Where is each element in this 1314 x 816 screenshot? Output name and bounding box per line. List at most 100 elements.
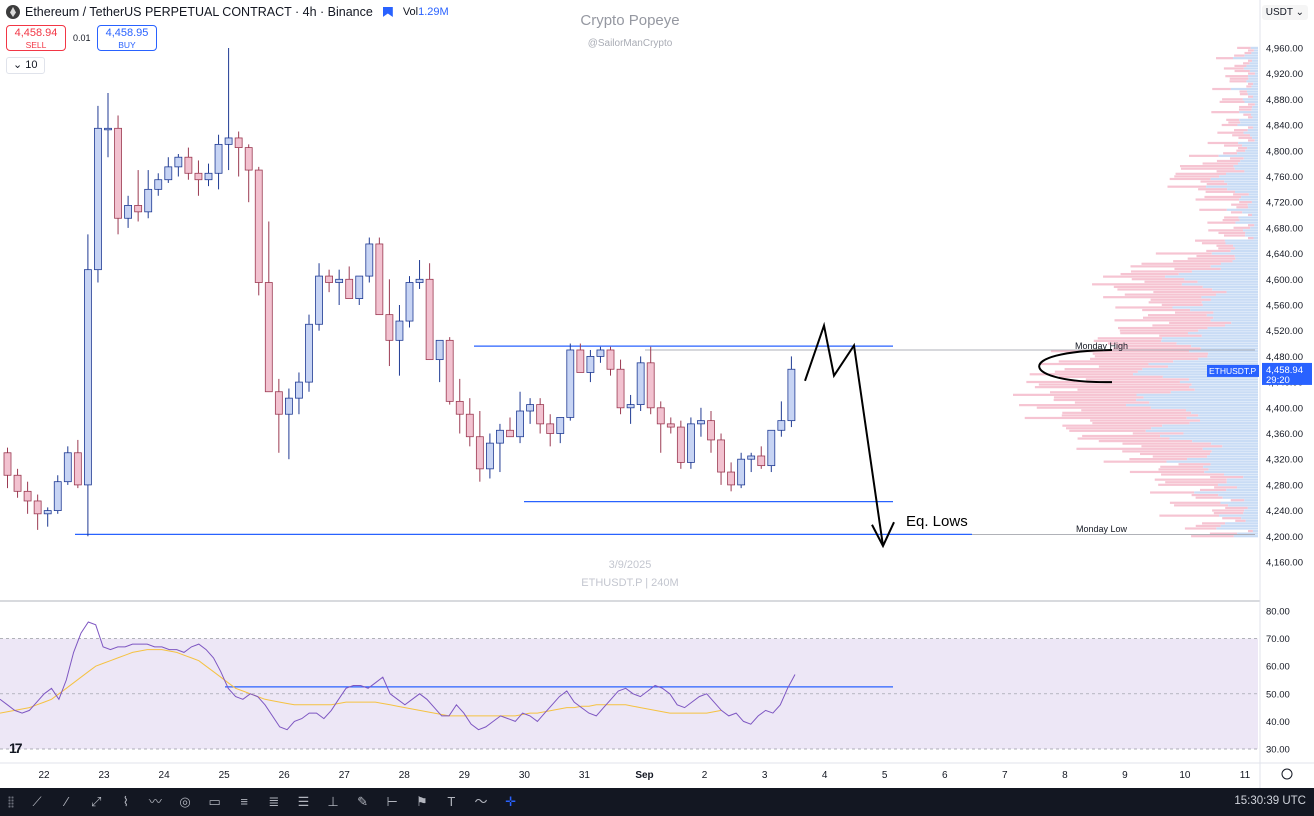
volume-profile-bar bbox=[1248, 75, 1258, 78]
volume-profile-bar bbox=[1122, 442, 1212, 445]
volume-profile-bar bbox=[1202, 162, 1238, 165]
volume-profile-bar bbox=[1248, 193, 1258, 196]
price-tick-label: 4,720.00 bbox=[1266, 198, 1303, 209]
time-tick-label: 3 bbox=[762, 770, 768, 781]
volume-profile-bar bbox=[1054, 370, 1138, 373]
volume-profile-bar bbox=[1233, 535, 1258, 538]
horizontal-levels[interactable] bbox=[75, 345, 1255, 536]
candle-body bbox=[33, 500, 42, 515]
brush-icon[interactable]: 〜 bbox=[474, 794, 488, 809]
volume-profile-bar bbox=[1254, 103, 1258, 106]
time-tick-label: 31 bbox=[579, 770, 591, 781]
time-tick-label: 8 bbox=[1062, 770, 1068, 781]
time-tick-label: 10 bbox=[1179, 770, 1191, 781]
volume-profile-bar bbox=[1173, 260, 1233, 263]
volume-profile-bar bbox=[1222, 98, 1243, 101]
volume-profile-bar bbox=[1076, 447, 1203, 450]
volume-profile-bar bbox=[1090, 419, 1201, 422]
volume-profile-bar bbox=[1226, 118, 1240, 121]
rsi-line bbox=[0, 621, 796, 731]
time-tick-label: 25 bbox=[219, 770, 231, 781]
volume-profile-bar bbox=[1228, 121, 1241, 124]
volume-profile-bar bbox=[1254, 224, 1258, 227]
volume-profile-bar bbox=[1238, 216, 1258, 219]
volume-profile-bar bbox=[1153, 290, 1227, 294]
volume-profile-bar bbox=[1209, 532, 1238, 535]
volume-profile-bar bbox=[1205, 190, 1235, 193]
volume-profile-bar bbox=[1218, 247, 1235, 250]
volume-profile-bar bbox=[1179, 165, 1234, 168]
path-icon[interactable]: ⌇ bbox=[122, 794, 129, 809]
candle-body bbox=[616, 368, 625, 409]
candle-body bbox=[124, 205, 132, 219]
volume-profile-bar bbox=[1181, 283, 1258, 286]
volume-profile-bar bbox=[1161, 303, 1203, 306]
volume-profile-bar bbox=[1058, 375, 1163, 378]
interval-selector[interactable]: ⌄ 10 bbox=[6, 57, 45, 74]
symbol-title[interactable]: Ethereum / TetherUS PERPETUAL CONTRACT ·… bbox=[25, 5, 373, 19]
volume-profile-bar bbox=[1200, 347, 1258, 350]
time-tick-label: 23 bbox=[98, 770, 110, 781]
volume-profile-bar bbox=[1216, 527, 1258, 530]
volume-profile-bar bbox=[1219, 514, 1258, 517]
time-tick-label: 11 bbox=[1240, 770, 1251, 781]
volume-profile-bar bbox=[1225, 75, 1249, 78]
candle-body bbox=[234, 137, 243, 148]
circle-icon[interactable]: ◎ bbox=[179, 794, 191, 809]
candle-body bbox=[63, 452, 72, 483]
symbol-header[interactable]: Ethereum / TetherUS PERPETUAL CONTRACT ·… bbox=[6, 5, 449, 19]
time-tick-label: 6 bbox=[942, 770, 948, 781]
range-icon[interactable]: ⊢ bbox=[386, 794, 398, 809]
price-tick-label: 4,160.00 bbox=[1266, 558, 1303, 569]
trend-icon[interactable]: ⁄ bbox=[65, 794, 68, 809]
ray-icon[interactable]: ⤢ bbox=[90, 794, 102, 809]
candle-body bbox=[355, 275, 364, 299]
volume-profile-bar bbox=[1239, 105, 1253, 109]
volume-profile-bar bbox=[1248, 77, 1258, 80]
crosshair-icon[interactable]: ✛ bbox=[505, 794, 517, 809]
volume-profile-bar bbox=[1165, 481, 1227, 484]
currency-selector[interactable]: USDT ⌄ bbox=[1261, 5, 1308, 20]
volume-profile-bar bbox=[1232, 134, 1250, 137]
eq-lows-label: Eq. Lows bbox=[906, 513, 968, 530]
volume-profile-bar bbox=[1162, 337, 1258, 340]
volume-profile-bar bbox=[1208, 468, 1258, 471]
zigzag-icon[interactable]: 〰 bbox=[148, 794, 162, 809]
fib-icon[interactable]: ≡ bbox=[240, 794, 248, 809]
flag-icon[interactable]: ⚑ bbox=[415, 794, 428, 809]
volume-profile-bar bbox=[1249, 69, 1258, 73]
volume-profile-bar bbox=[1092, 422, 1190, 425]
volume-profile-bar bbox=[1152, 455, 1208, 458]
volume-profile-bar bbox=[1239, 198, 1258, 201]
volume-profile-bar bbox=[1224, 216, 1239, 219]
bookmark-flag-icon[interactable] bbox=[382, 7, 393, 17]
currency-label: USDT bbox=[1265, 7, 1293, 18]
volume-profile-bar bbox=[1226, 290, 1258, 294]
line-icon[interactable]: ⟋ bbox=[32, 794, 42, 809]
pencil-icon[interactable]: ✎ bbox=[357, 794, 369, 809]
buy-button[interactable]: 4,458.95 BUY bbox=[97, 25, 157, 51]
volume-profile-bar bbox=[1113, 285, 1203, 289]
volume-profile-bar bbox=[1245, 149, 1258, 152]
tradingview-logo[interactable]: 17 bbox=[9, 740, 23, 756]
candle-body bbox=[697, 420, 705, 425]
volume-profile-bar bbox=[1201, 296, 1258, 299]
volume-profile-bar bbox=[1244, 509, 1258, 512]
volume-profile-bar bbox=[1152, 324, 1226, 327]
drawings[interactable]: Monday High Monday Low Eq. Lows bbox=[804, 321, 1128, 549]
fib-fan-icon[interactable]: ☰ bbox=[297, 794, 310, 809]
volume-profile-bar bbox=[1238, 141, 1258, 145]
text-icon[interactable]: T bbox=[447, 794, 456, 809]
sell-button[interactable]: 4,458.94 SELL bbox=[6, 25, 66, 51]
volume-profile-bar bbox=[1189, 386, 1258, 389]
toolbar-grip-icon[interactable] bbox=[8, 796, 14, 808]
measure-icon[interactable]: ⊥ bbox=[327, 794, 339, 809]
rectangle-icon[interactable]: ▭ bbox=[208, 794, 221, 809]
candle-body bbox=[777, 420, 786, 431]
ethereum-logo-icon bbox=[6, 5, 20, 19]
fib-channel-icon[interactable]: ≣ bbox=[268, 794, 280, 809]
volume-profile-bar bbox=[1143, 396, 1258, 399]
volume-profile-bar bbox=[1196, 254, 1235, 258]
volume-profile-bar bbox=[1229, 77, 1249, 80]
